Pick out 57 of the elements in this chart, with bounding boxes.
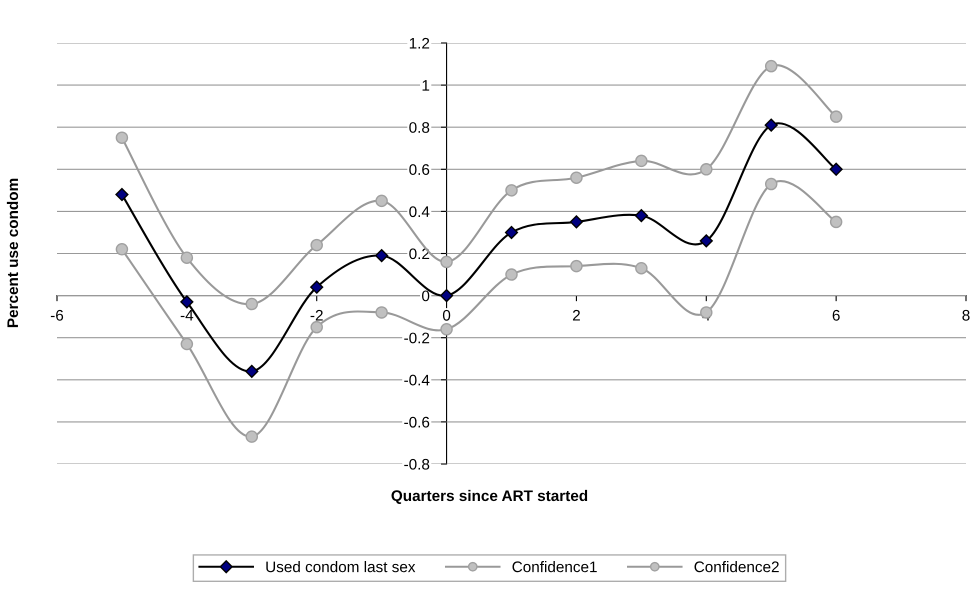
y-tick-label: -0.6 bbox=[404, 416, 430, 428]
point bbox=[830, 162, 843, 176]
point bbox=[180, 338, 194, 350]
point bbox=[764, 118, 778, 132]
x-tick-label: -6 bbox=[50, 310, 64, 321]
point bbox=[830, 110, 842, 123]
point bbox=[375, 194, 388, 208]
y-tick-label: 0.6 bbox=[409, 164, 430, 175]
legend-label: Confidence2 bbox=[694, 561, 779, 572]
point bbox=[116, 131, 128, 144]
point bbox=[830, 216, 842, 228]
y-tick-label: 0 bbox=[422, 290, 430, 302]
y-tick-label: 1 bbox=[422, 80, 430, 91]
x-tick-label: -2 bbox=[310, 310, 323, 321]
point bbox=[246, 430, 258, 443]
y-tick-label: 1.2 bbox=[410, 38, 430, 49]
point bbox=[375, 306, 388, 319]
x-tick-label: 0 bbox=[442, 310, 450, 321]
x-tick-label: 6 bbox=[832, 310, 840, 321]
legend-label: Confidence1 bbox=[512, 561, 597, 572]
point bbox=[504, 226, 518, 240]
y-tick-label: 0.8 bbox=[409, 122, 430, 133]
point bbox=[700, 234, 713, 248]
point bbox=[310, 238, 323, 252]
point bbox=[440, 256, 453, 268]
point bbox=[505, 268, 518, 281]
y-tick-label: 0.4 bbox=[409, 206, 430, 218]
point bbox=[764, 178, 778, 190]
point bbox=[180, 295, 194, 309]
point bbox=[246, 298, 258, 310]
y-tick-label: -0.4 bbox=[404, 374, 430, 386]
y-tick-label: -0.2 bbox=[404, 332, 430, 344]
x-tick-label: 2 bbox=[572, 310, 580, 321]
point bbox=[570, 215, 584, 229]
x-axis-title: Quarters since ART started bbox=[392, 490, 588, 504]
point bbox=[115, 188, 129, 202]
point bbox=[634, 209, 648, 222]
legend-label: Used condom last sex bbox=[266, 561, 416, 572]
point bbox=[505, 184, 518, 197]
point bbox=[180, 251, 194, 264]
y-axis-title: Percent use condom bbox=[6, 178, 18, 328]
point bbox=[310, 280, 324, 294]
point bbox=[440, 323, 453, 336]
point bbox=[764, 60, 778, 72]
x-tick-label: 8 bbox=[962, 310, 970, 321]
point bbox=[245, 364, 258, 378]
point bbox=[635, 262, 648, 274]
point bbox=[310, 320, 323, 334]
point bbox=[570, 171, 583, 184]
point bbox=[700, 163, 713, 176]
y-tick-label: -0.8 bbox=[404, 458, 430, 470]
point bbox=[375, 249, 388, 262]
point bbox=[635, 154, 648, 168]
x-tick-label: -4 bbox=[180, 310, 194, 321]
point bbox=[570, 260, 583, 272]
point bbox=[116, 243, 128, 256]
point bbox=[440, 289, 454, 302]
